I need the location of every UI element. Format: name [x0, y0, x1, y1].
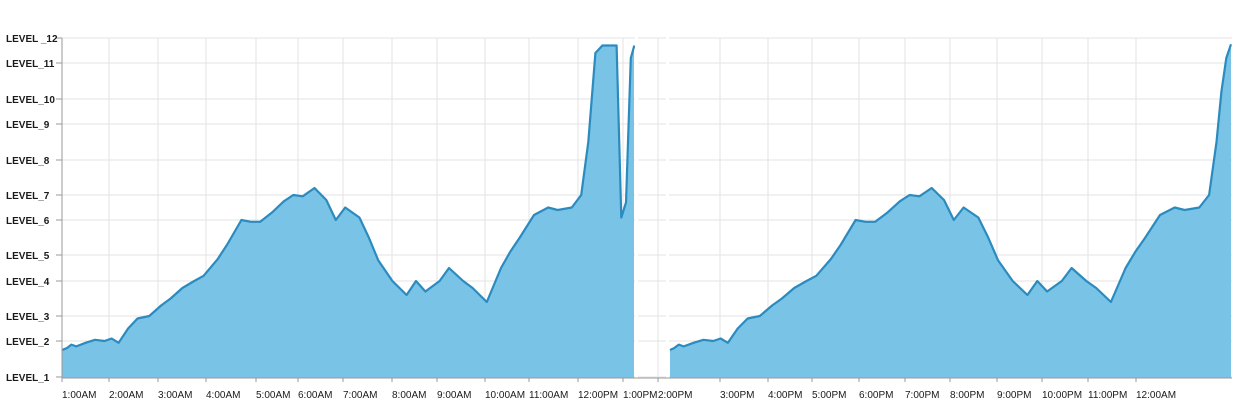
x-tick-label: 3:00PM [720, 390, 754, 401]
y-tick-label: LEVEL_2 [6, 337, 50, 348]
area-fill-panel-1 [62, 45, 634, 378]
y-tick-label: LEVEL_8 [6, 156, 50, 167]
axis-layer [56, 37, 1232, 382]
x-tick-label: 4:00AM [206, 390, 240, 401]
y-tick-label: LEVEL_4 [6, 277, 50, 288]
panel-gap-1 [635, 30, 638, 380]
x-tick-label: 12:00PM [578, 390, 618, 401]
area-line-panel-1 [61, 44, 636, 352]
y-tick-label: LEVEL_3 [6, 312, 50, 323]
y-tick-label: LEVEL_10 [6, 95, 55, 106]
x-tick-label: 2:00AM [109, 390, 143, 401]
y-tick-label: LEVEL_7 [6, 191, 50, 202]
y-tick-label: LEVEL_11 [6, 59, 55, 70]
y-tick-label: LEVEL_6 [6, 216, 50, 227]
x-tick-label: 4:00PM [768, 390, 802, 401]
x-tick-label: 3:00AM [158, 390, 192, 401]
y-tick-label: LEVEL _12 [6, 34, 58, 45]
label-layer: LEVEL_1 LEVEL_2 LEVEL_3 LEVEL_4 LEVEL_5 LEVEL… [6, 34, 1176, 401]
x-tick-label: 10:00AM [485, 390, 525, 401]
x-tick-label: 11:00PM [1088, 390, 1127, 401]
y-tick-label: LEVEL_5 [6, 251, 50, 262]
x-tick-label: 5:00PM [812, 390, 846, 401]
area-fill-panel-2 [670, 44, 1231, 379]
x-tick-label: 2:00PM [658, 390, 692, 401]
x-tick-label: 5:00AM [256, 390, 290, 401]
area-layer [61, 30, 1233, 380]
x-tick-label: 6:00PM [859, 390, 893, 401]
y-tick-label: LEVEL_1 [6, 373, 50, 384]
x-tick-label: 1:00AM [62, 390, 96, 401]
x-tick-label: 9:00AM [437, 390, 471, 401]
x-tick-label: 7:00AM [343, 390, 377, 401]
x-tick-label: 10:00PM [1042, 390, 1082, 401]
y-tick-label: LEVEL_9 [6, 120, 50, 131]
x-tick-label: 8:00AM [392, 390, 426, 401]
x-tick-label: 1:00PM [623, 390, 657, 401]
x-tick-label: 12:00AM [1136, 390, 1176, 401]
x-tick-label: 7:00PM [905, 390, 939, 401]
x-tick-label: 8:00PM [950, 390, 984, 401]
x-tick-label: 6:00AM [298, 390, 332, 401]
area-line-panel-2 [669, 43, 1233, 351]
panel-gap-2 [666, 30, 669, 380]
x-tick-label: 9:00PM [997, 390, 1031, 401]
x-tick-label: 11:00AM [529, 390, 568, 401]
